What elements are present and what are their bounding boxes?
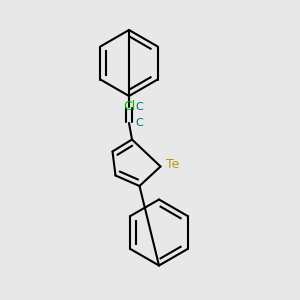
Text: Cl: Cl bbox=[123, 100, 135, 113]
Text: C: C bbox=[135, 118, 143, 128]
Text: C: C bbox=[135, 101, 143, 112]
Text: Te: Te bbox=[166, 158, 179, 172]
